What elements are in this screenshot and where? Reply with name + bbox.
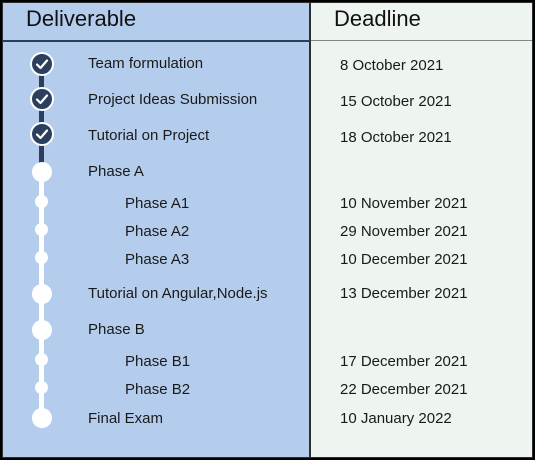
deadline-value: 8 October 2021 xyxy=(340,57,444,74)
deliverable-label: Tutorial on Angular,Node.js xyxy=(88,285,268,302)
deadline-value: 10 January 2022 xyxy=(340,410,452,427)
header-divider xyxy=(3,40,310,42)
deliverable-label: Phase B xyxy=(88,321,145,338)
deliverable-label: Team formulation xyxy=(88,55,204,72)
completed-check-icon xyxy=(29,122,54,146)
completed-check-icon xyxy=(29,52,54,76)
deadline-value: 13 December 2021 xyxy=(340,285,468,302)
deliverable-label: Phase A1 xyxy=(125,195,190,212)
completed-check-icon xyxy=(29,87,54,111)
deadline-value: 29 November 2021 xyxy=(340,223,468,240)
sub-milestone-node xyxy=(35,195,48,208)
deadline-value: 22 December 2021 xyxy=(340,381,468,398)
milestone-node xyxy=(31,284,52,304)
deliverable-label: Phase A3 xyxy=(125,251,190,268)
deadline-column xyxy=(310,2,533,458)
deadline-value: 17 December 2021 xyxy=(340,353,468,370)
sub-milestone-node xyxy=(35,251,48,264)
deadline-value: 10 November 2021 xyxy=(340,195,468,212)
sub-milestone-node xyxy=(35,381,48,394)
timeline-track-completed xyxy=(39,60,44,164)
deliverable-label: Phase B1 xyxy=(125,353,191,370)
deliverable-label: Phase A2 xyxy=(125,223,190,240)
deliverable-label: Final Exam xyxy=(88,410,164,427)
milestone-node xyxy=(31,320,52,340)
deadline-header: Deadline xyxy=(334,6,421,31)
deliverable-label: Tutorial on Project xyxy=(88,127,210,144)
deadline-value: 18 October 2021 xyxy=(340,129,452,146)
deliverable-label: Project Ideas Submission xyxy=(88,91,258,108)
milestone-node xyxy=(31,408,52,428)
sub-milestone-node xyxy=(35,223,48,236)
deadline-value: 10 December 2021 xyxy=(340,251,468,268)
deliverable-header: Deliverable xyxy=(26,6,137,31)
milestone-node xyxy=(31,162,52,182)
deliverable-column xyxy=(2,2,310,458)
deadline-value: 15 October 2021 xyxy=(340,93,452,110)
deliverable-label: Phase B2 xyxy=(125,381,191,398)
header-divider-right xyxy=(311,40,532,41)
deliverable-label: Phase A xyxy=(88,163,144,180)
sub-milestone-node xyxy=(35,353,48,366)
